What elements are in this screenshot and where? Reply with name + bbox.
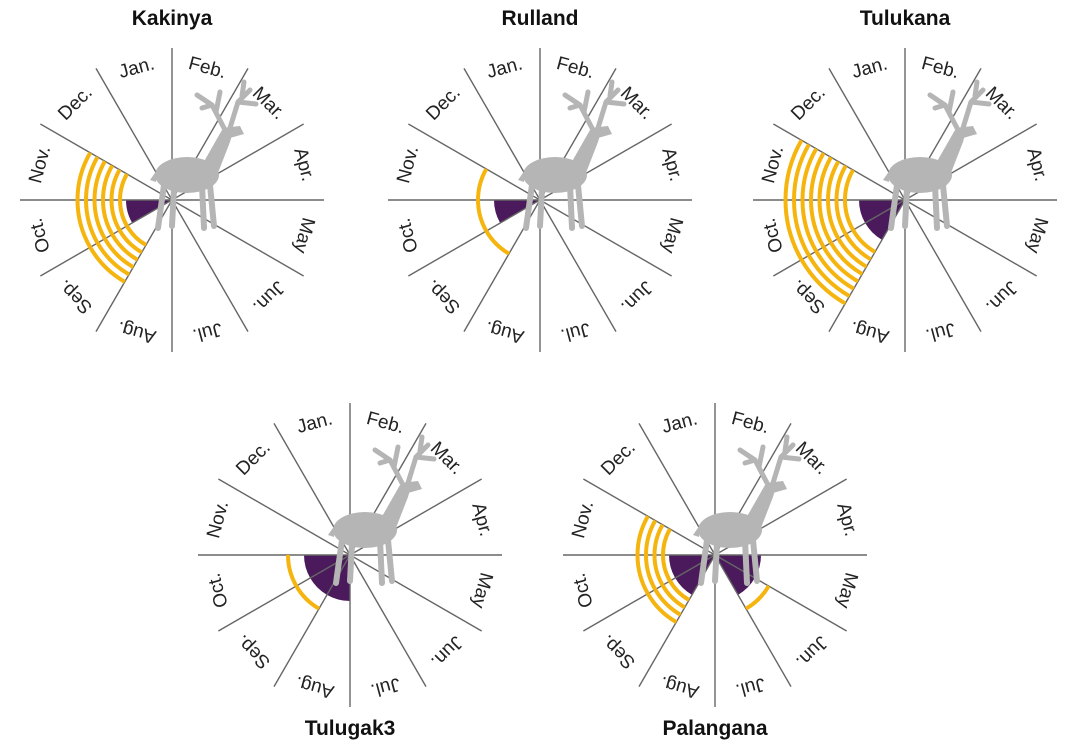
figure: KakinyaJan.Feb.Mar.Apr.MayJun.Jul.Aug.Se… bbox=[0, 0, 1069, 751]
month-label: May bbox=[467, 570, 497, 611]
month-label: Jun. bbox=[981, 276, 1021, 316]
month-label: Aug. bbox=[848, 317, 891, 347]
month-label: Aug. bbox=[483, 317, 526, 347]
month-label: Nov. bbox=[203, 499, 233, 541]
ring-arcs bbox=[786, 140, 854, 200]
month-label: Sep. bbox=[787, 275, 829, 317]
ring-arcs bbox=[478, 200, 486, 231]
month-label: Sep. bbox=[422, 275, 464, 317]
reindeer-icon bbox=[518, 82, 624, 228]
month-label: Dec. bbox=[232, 437, 274, 479]
month-label: Dec. bbox=[422, 82, 464, 124]
month-label: Aug. bbox=[658, 672, 701, 702]
month-label: Mar. bbox=[426, 438, 467, 479]
month-label: Oct. bbox=[394, 216, 423, 255]
month-label: Nov. bbox=[393, 144, 423, 186]
panel-title: Tulukana bbox=[860, 7, 951, 30]
ring-arcs bbox=[786, 200, 854, 260]
month-label: Aug. bbox=[293, 672, 336, 702]
month-label: Mar. bbox=[791, 438, 832, 479]
month-label: Dec. bbox=[54, 82, 96, 124]
month-label: Apr. bbox=[289, 146, 318, 184]
month-label: Sep. bbox=[232, 630, 274, 672]
month-label: Apr. bbox=[832, 501, 861, 539]
panel-title: Kakinya bbox=[132, 7, 213, 30]
month-label: Mar. bbox=[616, 83, 657, 124]
month-label: Feb. bbox=[919, 53, 961, 83]
panel-title: Palangana bbox=[662, 717, 767, 740]
panel-title: Rulland bbox=[502, 7, 579, 30]
reindeer-icon bbox=[150, 82, 256, 228]
month-label: May bbox=[1022, 215, 1052, 256]
month-label: Mar. bbox=[981, 83, 1022, 124]
ring-arcs bbox=[638, 516, 670, 555]
month-label: Jun. bbox=[791, 631, 831, 671]
month-label: Dec. bbox=[597, 437, 639, 479]
ring-arcs bbox=[90, 226, 146, 282]
month-label: Nov. bbox=[568, 499, 598, 541]
ring-arcs bbox=[296, 586, 319, 609]
month-label: May bbox=[289, 215, 319, 256]
month-label: May bbox=[657, 215, 687, 256]
month-label: Jan. bbox=[295, 408, 335, 438]
month-label: Jul. bbox=[558, 318, 592, 346]
ring-arcs bbox=[746, 586, 769, 609]
month-label: Nov. bbox=[25, 144, 55, 186]
month-label: Oct. bbox=[26, 216, 55, 255]
month-label: Aug. bbox=[115, 317, 158, 347]
ring-arcs bbox=[288, 555, 296, 586]
month-label: Jun. bbox=[426, 631, 466, 671]
month-label: Feb. bbox=[364, 408, 406, 438]
month-label: Feb. bbox=[729, 408, 771, 438]
month-label: Oct. bbox=[759, 216, 788, 255]
month-label: Jul. bbox=[368, 673, 402, 701]
month-label: Apr. bbox=[657, 146, 686, 184]
month-label: Jul. bbox=[733, 673, 767, 701]
month-label: Dec. bbox=[787, 82, 829, 124]
month-label: Jun. bbox=[248, 276, 288, 316]
month-label: Jul. bbox=[923, 318, 957, 346]
month-label: Feb. bbox=[554, 53, 596, 83]
month-label: Jan. bbox=[850, 53, 890, 83]
month-label: Jan. bbox=[485, 53, 525, 83]
month-label: May bbox=[832, 570, 862, 611]
month-label: Jul. bbox=[190, 318, 224, 346]
month-label: Jun. bbox=[616, 276, 656, 316]
ring-arcs bbox=[486, 231, 509, 254]
ring-arcs bbox=[478, 169, 486, 200]
month-label: Oct. bbox=[569, 571, 598, 610]
month-label: Feb. bbox=[186, 53, 228, 83]
month-label: Sep. bbox=[54, 275, 96, 317]
month-label: Apr. bbox=[1022, 146, 1051, 184]
month-label: Jan. bbox=[117, 53, 157, 83]
month-label: Apr. bbox=[467, 501, 496, 539]
month-label: Sep. bbox=[597, 630, 639, 672]
month-label: Nov. bbox=[758, 144, 788, 186]
month-label: Jan. bbox=[660, 408, 700, 438]
month-label: Mar. bbox=[248, 83, 289, 124]
panel-title: Tulugak3 bbox=[305, 717, 396, 740]
month-label: Oct. bbox=[204, 571, 233, 610]
